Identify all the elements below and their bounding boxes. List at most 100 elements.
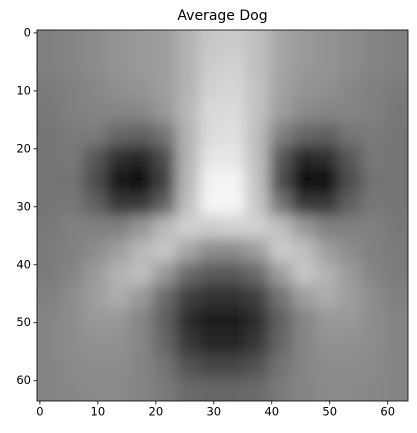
pixel — [222, 122, 247, 147]
pixel — [199, 192, 224, 217]
y-tick-label: 50 — [16, 315, 31, 329]
pixel — [384, 169, 408, 193]
image-cells — [37, 30, 408, 401]
pixel — [222, 308, 247, 333]
pixel — [106, 261, 131, 286]
pixel — [199, 145, 224, 170]
pixel — [106, 215, 131, 240]
pixel — [60, 192, 84, 217]
pixel — [152, 192, 177, 217]
pixel — [83, 99, 108, 124]
pixel — [37, 238, 61, 263]
pixel — [292, 192, 316, 217]
pixel — [222, 238, 247, 263]
pixel — [106, 169, 131, 193]
pixel — [176, 215, 200, 240]
pixel — [361, 53, 386, 77]
pixel — [222, 215, 247, 240]
pixel — [152, 308, 177, 333]
pixel — [60, 261, 84, 286]
pixel — [222, 285, 247, 309]
pixel — [37, 122, 61, 147]
pixel — [37, 377, 61, 401]
pixel — [60, 53, 84, 77]
pixel — [361, 354, 386, 379]
pixel — [361, 99, 386, 124]
pixel — [245, 30, 270, 54]
pixel — [199, 30, 224, 54]
pixel — [292, 331, 316, 356]
pixel — [268, 354, 293, 379]
pixel — [176, 145, 200, 170]
pixel — [338, 99, 363, 124]
pixel — [292, 238, 316, 263]
pixel — [37, 30, 61, 54]
pixel — [361, 76, 386, 101]
pixel — [199, 285, 224, 309]
pixel — [245, 122, 270, 147]
pixel — [268, 99, 293, 124]
pixel — [129, 145, 154, 170]
pixel — [268, 169, 293, 193]
pixel — [199, 169, 224, 193]
pixel — [37, 215, 61, 240]
pixel — [83, 354, 108, 379]
pixel — [292, 215, 316, 240]
image — [37, 30, 408, 401]
pixel — [176, 53, 200, 77]
pixel — [338, 261, 363, 286]
pixel — [222, 53, 247, 77]
pixel — [129, 76, 154, 101]
pixel — [37, 192, 61, 217]
pixel — [60, 169, 84, 193]
pixel — [292, 122, 316, 147]
pixel — [37, 145, 61, 170]
x-tick-label: 0 — [36, 405, 43, 419]
pixel — [245, 308, 270, 333]
pixel — [292, 30, 316, 54]
pixel — [176, 308, 200, 333]
pixel — [384, 53, 408, 77]
pixel — [384, 99, 408, 124]
pixel — [315, 331, 340, 356]
pixel — [338, 215, 363, 240]
pixel — [245, 354, 270, 379]
pixel — [361, 122, 386, 147]
pixel — [83, 215, 108, 240]
pixel — [106, 192, 131, 217]
pixel — [361, 377, 386, 401]
pixel — [222, 354, 247, 379]
pixel — [106, 30, 131, 54]
pixel — [384, 331, 408, 356]
pixel — [152, 30, 177, 54]
pixel — [129, 53, 154, 77]
y-tick-label: 40 — [16, 257, 31, 271]
pixel — [176, 30, 200, 54]
pixel — [384, 377, 408, 401]
pixel — [292, 377, 316, 401]
x-tick-label: 20 — [149, 405, 164, 419]
pixel — [315, 377, 340, 401]
pixel — [129, 285, 154, 309]
pixel — [338, 30, 363, 54]
pixel — [222, 261, 247, 286]
pixel — [222, 99, 247, 124]
pixel — [83, 169, 108, 193]
pixel — [268, 122, 293, 147]
pixel — [176, 285, 200, 309]
pixel — [37, 99, 61, 124]
pixel — [152, 215, 177, 240]
pixel — [152, 285, 177, 309]
pixel — [384, 122, 408, 147]
pixel — [83, 30, 108, 54]
pixel — [268, 145, 293, 170]
pixel — [129, 99, 154, 124]
pixel — [176, 122, 200, 147]
axes-frame — [36, 29, 409, 402]
pixel — [222, 377, 247, 401]
pixel — [315, 215, 340, 240]
pixel — [60, 377, 84, 401]
pixel — [176, 192, 200, 217]
pixel — [361, 238, 386, 263]
pixel — [176, 377, 200, 401]
